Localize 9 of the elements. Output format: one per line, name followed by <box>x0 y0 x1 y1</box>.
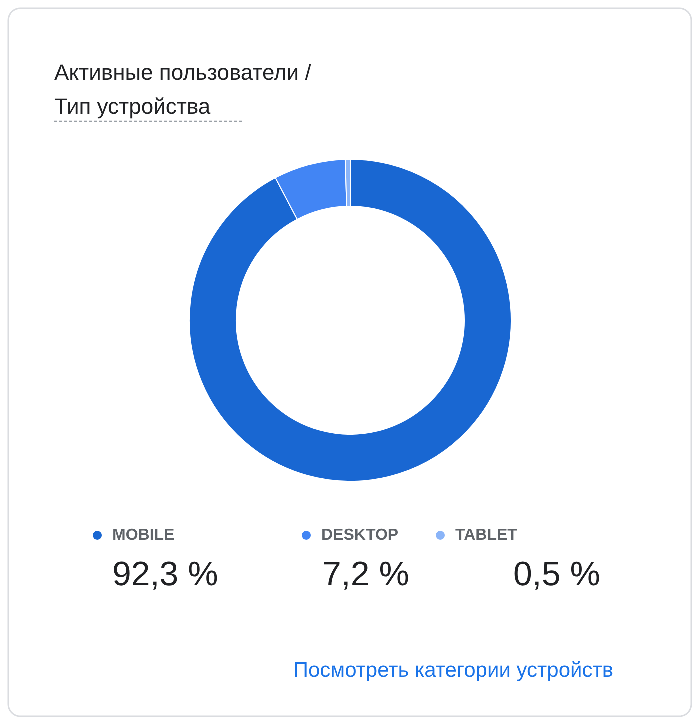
data-label: 0,5 % <box>514 556 600 594</box>
legend-label: DESKTOP <box>322 527 399 544</box>
chart-subtitle: Тип устройства <box>54 94 212 119</box>
text: Посмотреть категории устройств <box>293 659 614 682</box>
legend-label: MOBILE <box>112 527 176 544</box>
data-label: 92,3 % <box>112 556 218 594</box>
data-label: 7,2 % <box>322 556 410 594</box>
legend-label: TABLET <box>456 527 518 544</box>
chart-title: Активные пользователи / <box>54 60 312 85</box>
